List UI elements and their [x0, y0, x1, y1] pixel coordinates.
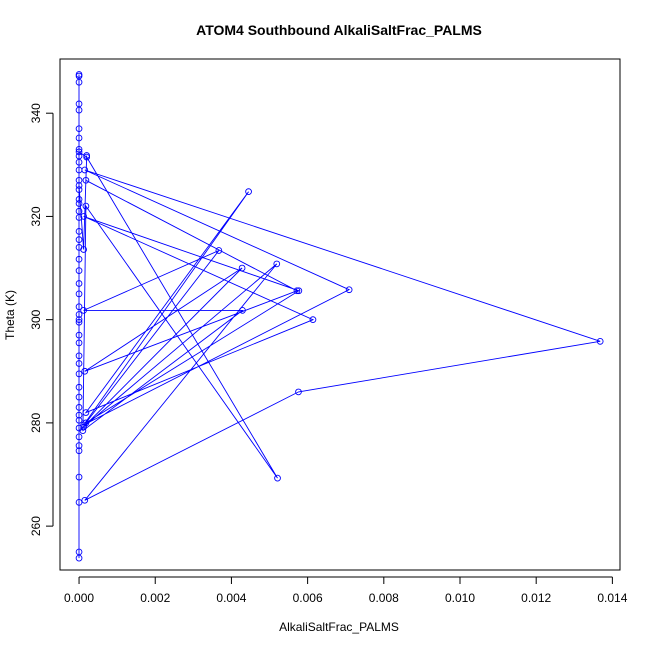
- data-point: [75, 339, 83, 347]
- data-point: [80, 307, 87, 314]
- data-point: [75, 267, 83, 274]
- data-point: [295, 287, 303, 295]
- data-point: [274, 474, 281, 482]
- data-point: [75, 447, 83, 455]
- data-point: [75, 134, 83, 142]
- data-point: [239, 307, 246, 314]
- data-point: [81, 496, 89, 504]
- data-point: [75, 100, 83, 108]
- data-point: [75, 411, 83, 419]
- data-point: [273, 260, 281, 268]
- data-point: [82, 202, 90, 210]
- x-tick-label: 0.002: [140, 591, 170, 605]
- data-point: [75, 416, 83, 424]
- x-tick-label: 0.010: [445, 591, 475, 605]
- y-tick-label: 280: [29, 413, 43, 433]
- data-point: [75, 176, 83, 184]
- data-point: [80, 246, 87, 253]
- data-point: [80, 421, 87, 429]
- data-point: [215, 247, 223, 254]
- data-point: [345, 286, 353, 294]
- data-point: [75, 473, 83, 481]
- plot-area: [75, 71, 604, 562]
- data-point: [75, 548, 83, 556]
- data-point: [81, 166, 89, 174]
- y-tick-label: 300: [29, 309, 43, 329]
- chart-title: ATOM4 Southbound AlkaliSaltFrac_PALMS: [196, 22, 482, 38]
- data-point: [75, 352, 83, 360]
- data-point: [245, 188, 252, 196]
- data-point: [309, 316, 317, 324]
- series-line: [78, 74, 601, 559]
- data-point: [82, 176, 90, 184]
- data-point: [75, 360, 83, 367]
- y-axis: 260 280 300 320 340: [29, 103, 54, 536]
- data-point: [238, 264, 246, 272]
- x-tick-label: 0.000: [64, 591, 94, 605]
- data-point: [75, 255, 83, 263]
- data-point: [75, 186, 83, 193]
- x-tick-label: 0.008: [369, 591, 399, 605]
- x-axis: 0.000 0.002 0.004 0.006 0.008 0.010 0.012 0.014: [64, 576, 628, 605]
- data-point: [75, 303, 83, 311]
- x-tick-label: 0.014: [597, 591, 627, 605]
- data-point: [82, 409, 90, 416]
- x-axis-label: AlkaliSaltFrac_PALMS: [279, 620, 399, 634]
- data-point: [75, 318, 83, 326]
- data-point: [75, 383, 83, 391]
- data-point: [80, 423, 87, 431]
- data-point: [295, 388, 302, 396]
- data-point: [75, 290, 83, 298]
- data-point: [75, 499, 83, 506]
- data-point: [75, 280, 83, 287]
- plot-frame: [59, 58, 621, 571]
- data-point: [75, 442, 83, 449]
- data-point: [75, 182, 83, 189]
- x-tick-label: 0.004: [216, 591, 246, 605]
- data-point: [75, 125, 83, 133]
- data-point: [75, 148, 83, 156]
- data-point: [75, 433, 83, 441]
- x-tick-label: 0.012: [521, 591, 551, 605]
- y-tick-label: 320: [29, 206, 43, 226]
- data-point: [80, 213, 87, 220]
- y-axis-label: Theta (K): [3, 290, 17, 340]
- data-point: [81, 367, 89, 375]
- data-point: [596, 337, 604, 345]
- data-point: [75, 152, 83, 160]
- y-tick-label: 340: [29, 103, 43, 123]
- data-point: [75, 228, 83, 235]
- data-point: [75, 316, 83, 324]
- data-point: [75, 370, 83, 378]
- data-point: [75, 393, 83, 401]
- y-tick-label: 260: [29, 516, 43, 536]
- data-point: [293, 287, 301, 295]
- data-point: [75, 145, 83, 153]
- data-point: [75, 236, 83, 244]
- data-point: [75, 200, 83, 207]
- data-point: [83, 152, 91, 159]
- data-point: [75, 404, 83, 411]
- data-point: [75, 331, 83, 339]
- data-point: [75, 207, 83, 215]
- data-point: [75, 311, 83, 318]
- data-point: [75, 71, 83, 78]
- data-point: [75, 196, 83, 203]
- x-tick-label: 0.006: [293, 591, 323, 605]
